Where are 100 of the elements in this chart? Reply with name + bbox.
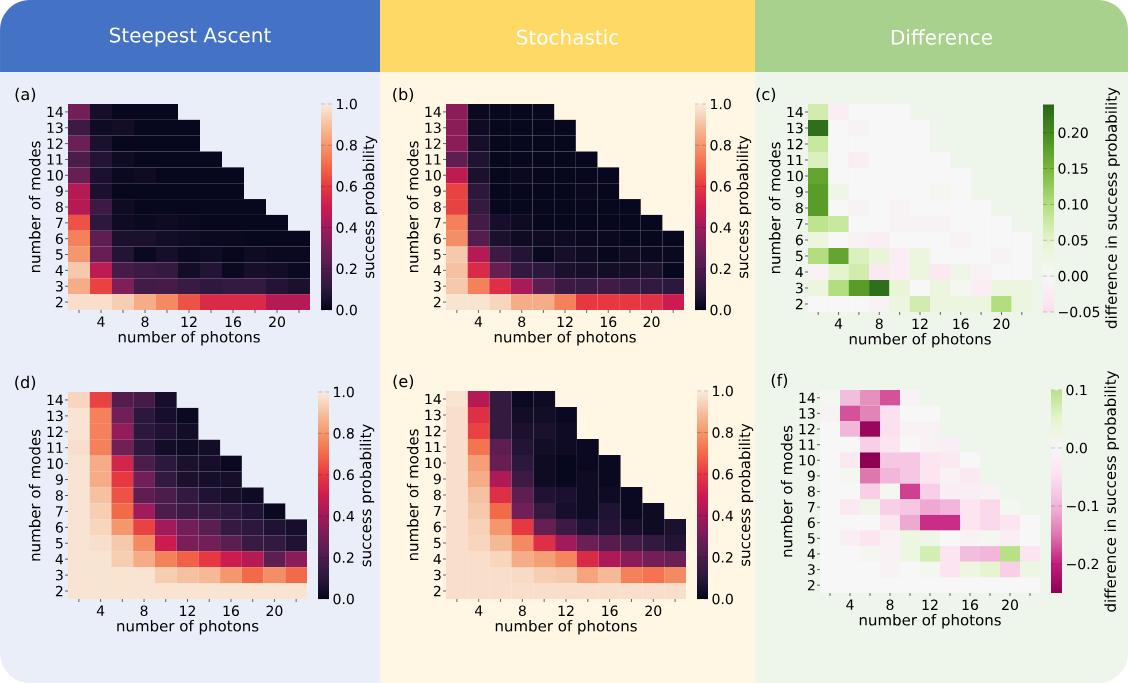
- x-tick-label: 8: [875, 318, 883, 330]
- y-tick-label: 3: [55, 569, 63, 581]
- y-tick-label: 7: [796, 218, 803, 230]
- x-tick-label: 20: [1002, 599, 1018, 611]
- y-tick-label: 10: [799, 454, 815, 466]
- text: (e): [393, 374, 414, 390]
- x-axis-title: number of photons: [494, 330, 636, 346]
- color-bar-title: difference in success probability: [1104, 370, 1119, 612]
- y-tick-label: 6: [433, 233, 441, 244]
- y-tick-label: 4: [55, 554, 64, 565]
- y-tick-label: 5: [433, 537, 441, 549]
- color-bar-label: 0.4: [710, 222, 732, 233]
- y-tick-label: 6: [55, 233, 63, 244]
- y-tick-label: 3: [807, 564, 815, 575]
- color-bar-label: 1.0: [334, 386, 354, 398]
- x-tick-label: 4: [846, 599, 854, 610]
- y-tick-label: 7: [808, 502, 815, 513]
- color-bar-label: 0.8: [333, 428, 354, 439]
- y-tick-label: 9: [807, 470, 815, 482]
- y-tick-label: 4: [433, 265, 442, 276]
- y-tick-label: 10: [47, 458, 63, 469]
- color-bar-label: 0.0: [336, 304, 357, 316]
- x-tick-label: 4: [834, 318, 843, 329]
- color-bar-label: 0.2: [710, 263, 731, 275]
- x-tick-label: 16: [953, 318, 969, 330]
- y-tick-label: 13: [799, 408, 815, 419]
- y-tick-label: 10: [47, 170, 63, 181]
- color-bar-label: 0.0: [712, 593, 733, 605]
- y-tick-label: 13: [787, 122, 803, 134]
- y-tick-label: 11: [425, 154, 441, 165]
- y-tick-label: 10: [787, 170, 803, 182]
- color-bar-label: 0.0: [710, 304, 731, 316]
- color-bar-label: 0.15: [1058, 163, 1088, 174]
- y-tick-label: 2: [795, 298, 803, 310]
- text: (b): [393, 87, 414, 103]
- y-tick-label: 2: [433, 296, 441, 308]
- color-bar-label: 0.6: [336, 181, 357, 192]
- y-tick-label: 14: [425, 393, 442, 405]
- y-tick-label: 11: [787, 154, 803, 166]
- color-bar-label: −0.05: [1059, 306, 1100, 318]
- color-bar-label: 0.00: [1058, 270, 1088, 282]
- x-tick-label: 20: [993, 318, 1010, 330]
- x-tick-label: 8: [886, 599, 894, 611]
- color-bar-title: success probability: [362, 135, 378, 278]
- y-tick-label: 5: [433, 249, 441, 260]
- color-bar-label: −0.2: [1067, 558, 1099, 570]
- x-axis-title: number of photons: [118, 330, 260, 346]
- y-tick-label: 10: [425, 457, 441, 469]
- x-axis-title: number of photons: [849, 332, 991, 348]
- x-tick-label: 4: [474, 605, 483, 616]
- y-tick-label: 5: [795, 250, 803, 262]
- y-tick-label: 13: [47, 122, 63, 134]
- y-tick-label: 12: [425, 425, 441, 437]
- x-tick-label: 20: [266, 605, 283, 617]
- y-tick-label: 8: [795, 202, 803, 214]
- x-tick-label: 12: [912, 318, 928, 329]
- y-tick-label: 8: [55, 490, 63, 501]
- y-tick-label: 3: [433, 280, 441, 292]
- y-tick-label: 11: [47, 154, 63, 165]
- x-tick-label: 4: [97, 316, 105, 327]
- color-bar-label: 0.6: [710, 181, 731, 192]
- x-tick-label: 12: [922, 599, 938, 610]
- x-tick-label: 20: [645, 605, 662, 617]
- y-tick-label: 7: [434, 217, 441, 228]
- x-tick-label: 8: [518, 316, 526, 328]
- color-bar-label: 0.05: [1058, 234, 1088, 246]
- y-tick-label: 6: [433, 521, 441, 533]
- y-tick-label: 8: [807, 486, 815, 497]
- y-tick-label: 3: [433, 569, 441, 581]
- y-tick-label: 14: [47, 106, 64, 118]
- x-tick-label: 16: [602, 605, 618, 617]
- color-bar-label: 0.2: [336, 263, 357, 275]
- x-tick-label: 16: [600, 316, 617, 328]
- color-bar-label: 0.0: [1066, 442, 1087, 454]
- y-tick-label: 9: [433, 185, 441, 197]
- x-tick-label: 12: [558, 605, 574, 616]
- y-tick-label: 12: [47, 138, 63, 149]
- y-tick-label: 6: [795, 234, 803, 246]
- color-bar-label: 1.0: [711, 98, 731, 110]
- color-bar-label: 0.6: [333, 469, 354, 481]
- y-tick-label: 12: [425, 138, 441, 149]
- color-bar-label: 0.20: [1058, 127, 1088, 138]
- color-bar-label: 1.0: [713, 385, 733, 397]
- color-bar-label: 0.0: [333, 593, 354, 605]
- color-bar-label: 0.1: [1066, 384, 1087, 396]
- y-tick-label: 3: [55, 280, 63, 292]
- y-tick-label: 2: [55, 296, 63, 308]
- y-tick-label: 11: [47, 442, 63, 453]
- y-tick-label: 4: [807, 548, 816, 560]
- y-tick-label: 4: [795, 266, 804, 278]
- y-tick-label: 8: [433, 201, 441, 213]
- x-tick-label: 8: [141, 316, 149, 328]
- color-bar-label: 0.4: [336, 222, 358, 233]
- text: (c): [756, 87, 776, 103]
- y-tick-label: 7: [56, 217, 63, 228]
- x-tick-label: 4: [96, 605, 105, 616]
- color-bar-label: −0.1: [1067, 500, 1099, 512]
- y-tick-label: 7: [56, 506, 63, 517]
- y-tick-label: 4: [55, 265, 64, 276]
- x-tick-label: 8: [518, 605, 526, 617]
